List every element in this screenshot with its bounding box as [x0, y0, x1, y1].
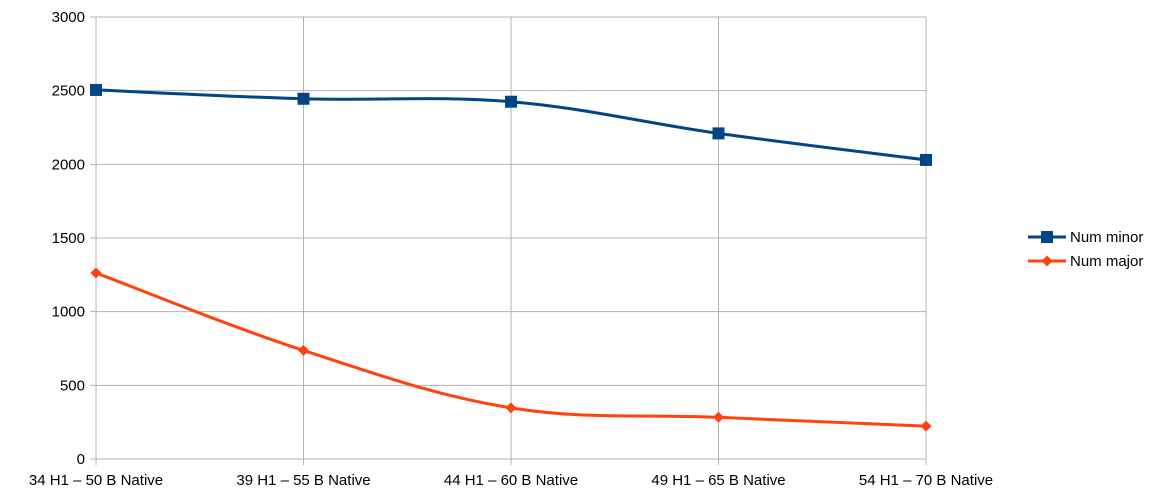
data-point [920, 153, 932, 166]
series-num-minor [90, 83, 932, 166]
legend-item: Num minor [1028, 229, 1143, 246]
y-tick-label: 3000 [52, 9, 85, 26]
x-tick-label: 34 H1 – 50 B Native [29, 472, 163, 489]
x-tick-label: 54 H1 – 70 B Native [859, 472, 993, 489]
y-tick-label: 2000 [52, 156, 85, 173]
series [90, 83, 932, 432]
legend-swatch-marker [1041, 255, 1053, 267]
y-tick-label: 1000 [52, 304, 85, 321]
legend-label: Num major [1070, 253, 1143, 270]
legend-swatch-marker [1041, 231, 1053, 243]
legend-label: Num minor [1070, 229, 1143, 246]
series-num-major [90, 267, 932, 432]
data-point [505, 402, 517, 414]
y-tick-label: 2500 [52, 83, 85, 100]
y-tick-label: 0 [77, 451, 85, 468]
gridlines [90, 16, 927, 465]
data-point [505, 95, 517, 108]
data-point [712, 127, 725, 140]
data-point [298, 344, 309, 356]
data-point [297, 92, 310, 105]
x-tick-label: 44 H1 – 60 B Native [444, 472, 578, 489]
data-point [920, 420, 932, 432]
x-tick-label: 39 H1 – 55 B Native [236, 472, 370, 489]
legend: Num minor Num major [1028, 229, 1143, 270]
y-tick-label: 500 [60, 377, 85, 394]
x-tick-label: 49 H1 – 65 B Native [651, 472, 785, 489]
data-point [90, 267, 102, 279]
y-tick-label: 1500 [52, 230, 85, 247]
data-point [713, 411, 724, 423]
data-point [90, 83, 102, 96]
axes: 0 500 1000 1500 2000 2500 3000 34 H1 – 50 B Nat… [29, 9, 993, 489]
legend-item: Num major [1028, 253, 1143, 270]
